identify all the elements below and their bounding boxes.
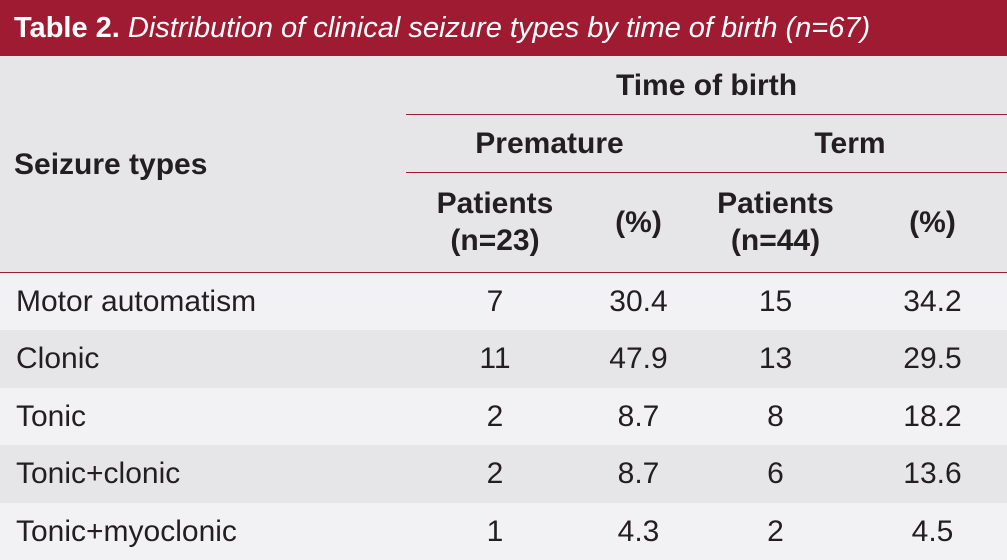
table-caption: Distribution of clinical seizure types b…	[127, 12, 871, 44]
term-patients-cell: 2	[767, 514, 784, 548]
premature-percent-cell: 8.7	[617, 399, 660, 433]
seizure-type-cell: Clonic	[16, 342, 100, 376]
premature-percent-header: (%)	[615, 205, 662, 239]
term-patients-cell: 8	[767, 399, 784, 433]
premature-patients-header: Patients (n=23)	[406, 172, 584, 272]
header-bottom-rule	[0, 272, 1007, 273]
term-patients-cell: 15	[758, 285, 793, 318]
premature-patients-cell: 2	[486, 457, 504, 491]
term-percent-cell: 34.2	[903, 285, 962, 318]
premature-patients-cell: 2	[486, 399, 504, 433]
table-label: Table 2.	[14, 12, 120, 44]
term-percent-cell: 4.5	[911, 514, 954, 548]
time-of-birth-header: Time of birth	[615, 68, 798, 102]
table-header	[0, 56, 1007, 272]
term-patients-cell: 13	[758, 342, 793, 376]
table-row: Tonic+myoclonic 1 4.3 2 4.5	[0, 502, 1007, 560]
table-row: Tonic+clonic 2 8.7 6 13.6	[0, 445, 1007, 503]
table-row: Tonic 2 8.7 8 18.2	[0, 387, 1007, 446]
premature-header: Premature	[475, 126, 624, 160]
header-divider	[406, 172, 1007, 173]
premature-percent-cell: 4.3	[617, 514, 660, 548]
term-patients-text: Patients (n=44)	[717, 187, 834, 257]
term-patients-header: Patients (n=44)	[693, 172, 858, 272]
table-row: Motor automatism 7 30.4 15 34.2	[0, 273, 1007, 331]
premature-percent-cell: 47.9	[609, 342, 668, 376]
term-percent-cell: 29.5	[903, 342, 962, 376]
term-percent-cell: 13.6	[903, 457, 962, 491]
seizure-type-cell: Tonic+myoclonic	[16, 514, 237, 548]
term-header: Term	[814, 126, 886, 160]
seizure-type-cell: Motor automatism	[16, 285, 257, 318]
seizure-type-cell: Tonic	[16, 399, 87, 433]
seizure-type-cell: Tonic+clonic	[16, 457, 181, 491]
premature-patients-cell: 11	[479, 342, 511, 376]
table-row: Clonic 11 47.9 13 29.5	[0, 330, 1007, 388]
seizure-types-header: Seizure types	[14, 147, 208, 181]
header-divider	[406, 114, 1007, 115]
table-title: Table 2. Distribution of clinical seizur…	[0, 0, 1007, 56]
premature-patients-text: Patients (n=23)	[436, 187, 554, 257]
table-body: Motor automatism 7 30.4 15 34.2 Clonic 1…	[0, 273, 1007, 560]
premature-patients-cell: 1	[486, 514, 504, 548]
term-percent-header: (%)	[909, 205, 956, 239]
premature-percent-cell: 8.7	[617, 457, 660, 491]
term-patients-cell: 6	[767, 457, 784, 491]
premature-percent-cell: 30.4	[609, 285, 668, 318]
term-percent-cell: 18.2	[903, 399, 962, 433]
premature-patients-cell: 7	[486, 285, 504, 318]
